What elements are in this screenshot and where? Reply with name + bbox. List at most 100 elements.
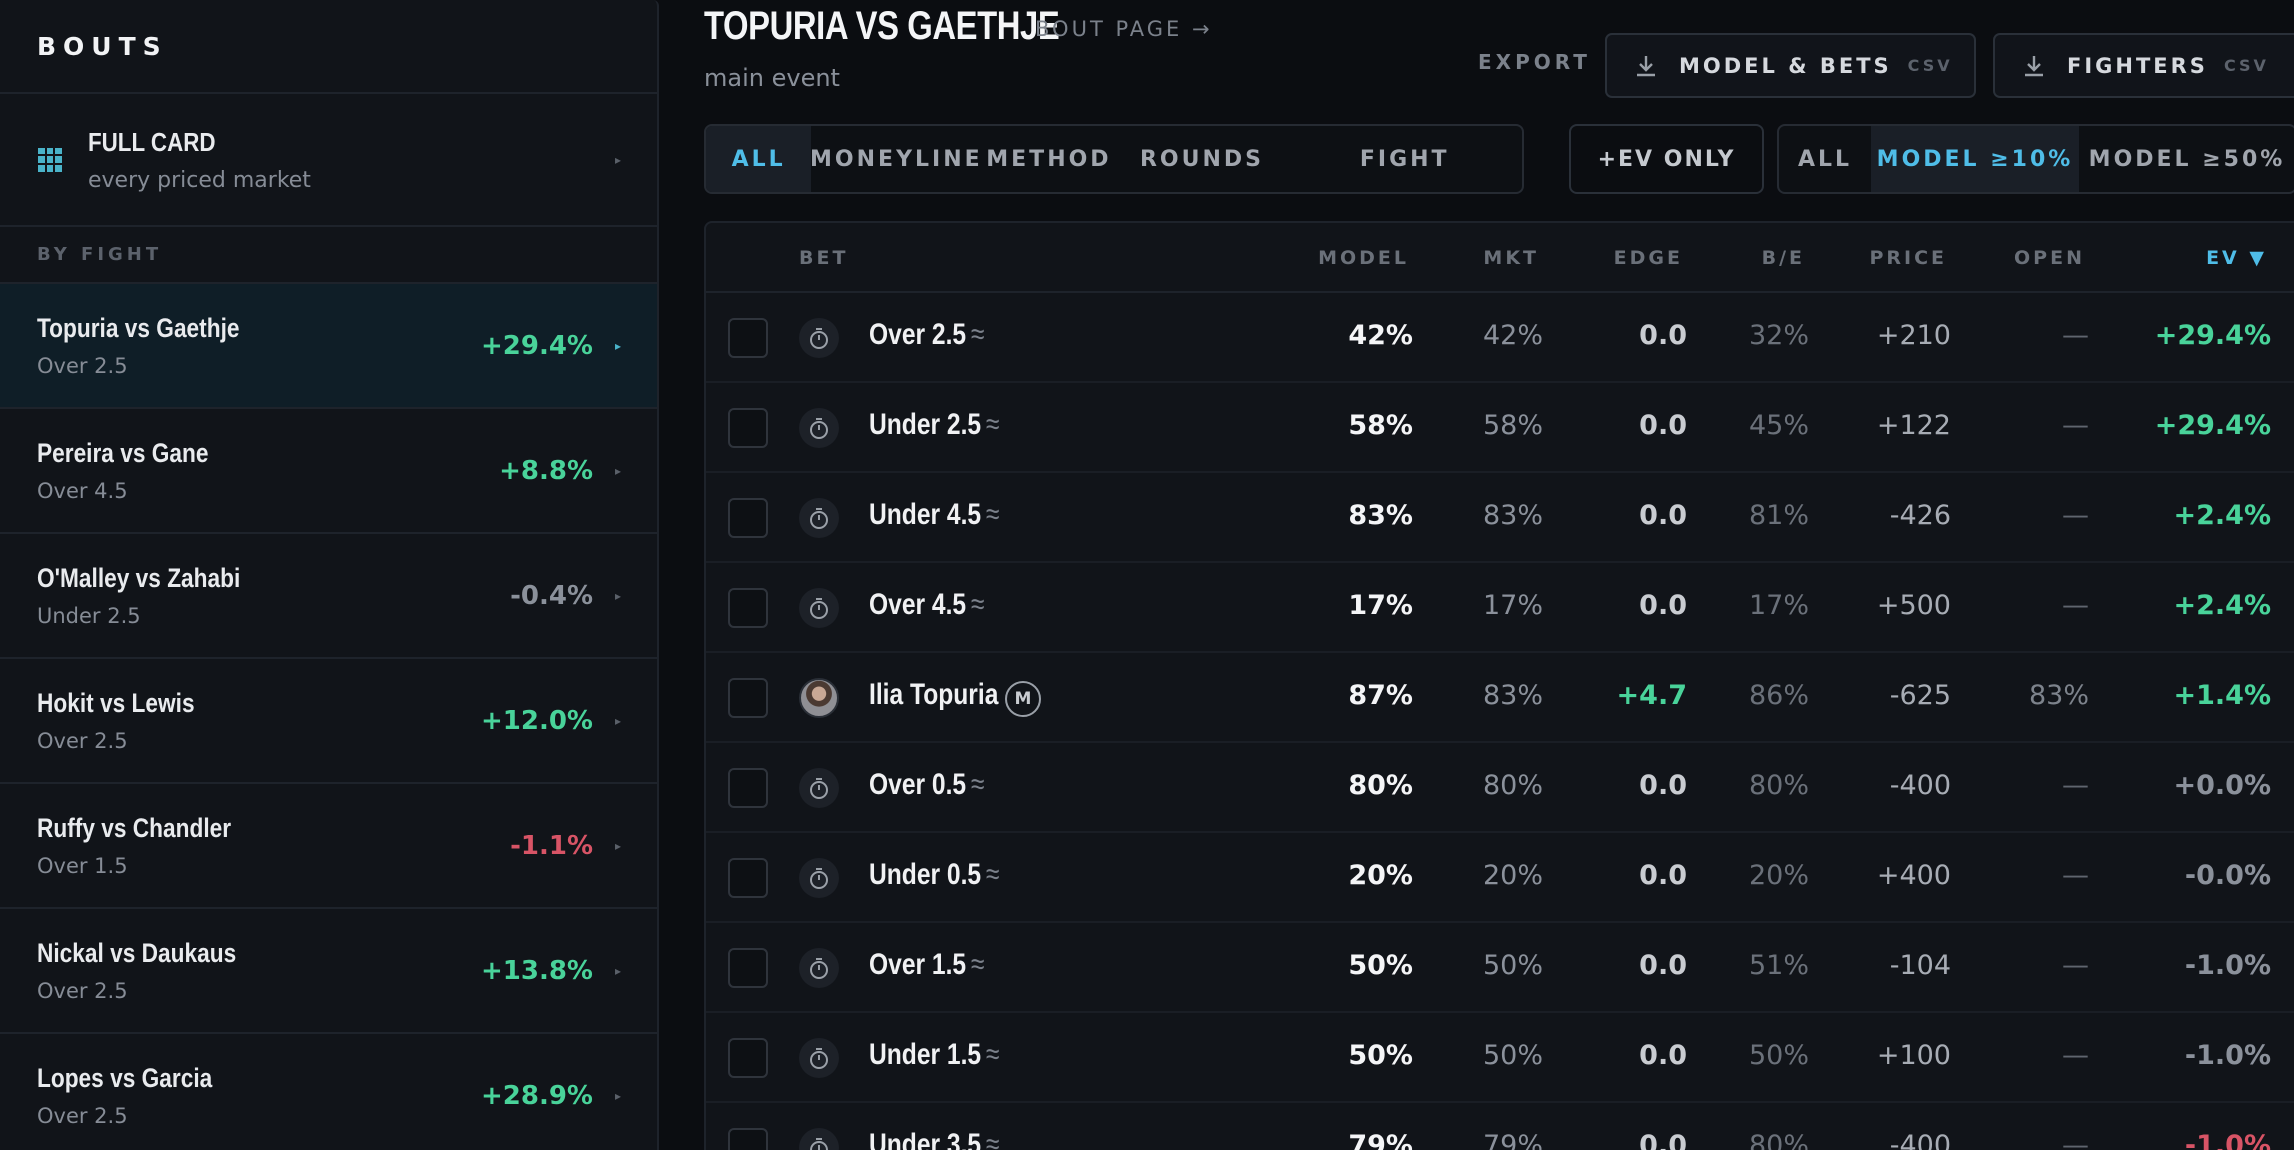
- cell-model: 17%: [1348, 590, 1413, 621]
- cell-be: 20%: [1748, 860, 1809, 891]
- timer-icon: [799, 588, 839, 628]
- cell-be: 51%: [1748, 950, 1809, 981]
- bet-label: Ilia Topuria: [869, 678, 999, 711]
- bet-label: Under 1.5 ≈: [869, 1038, 1000, 1071]
- sidebar-fight-item[interactable]: Hokit vs Lewis Over 2.5 +12.0% ▸: [0, 659, 657, 784]
- column-header[interactable]: EV ▼: [2206, 247, 2267, 269]
- table-row[interactable]: Over 0.5 ≈ 80% 80% 0.0 80% -400 — +0.0%: [706, 743, 2294, 833]
- row-checkbox[interactable]: [728, 768, 768, 808]
- fight-name: Topuria vs Gaethje: [37, 313, 240, 343]
- table-row[interactable]: Under 3.5 ≈ 79% 79% 0.0 80% -400 — -1.0%: [706, 1103, 2294, 1150]
- column-header: MKT: [1483, 247, 1539, 269]
- chevron-right-icon: ▸: [614, 713, 621, 728]
- cell-model: 50%: [1348, 1040, 1413, 1071]
- row-checkbox[interactable]: [728, 1038, 768, 1078]
- market-tab[interactable]: METHOD: [986, 146, 1112, 172]
- row-checkbox[interactable]: [728, 1128, 768, 1150]
- bet-label: Over 4.5 ≈: [869, 588, 985, 621]
- table-row[interactable]: Ilia Topuria M 87% 83% +4.7 86% -625 83% +1.4%: [706, 653, 2294, 743]
- bet-label: Over 1.5 ≈: [869, 948, 985, 981]
- cell-price: -104: [1889, 950, 1951, 981]
- market-tab[interactable]: MONEYLINE: [810, 146, 983, 172]
- cell-edge: 0.0: [1639, 320, 1687, 351]
- table-row[interactable]: Under 1.5 ≈ 50% 50% 0.0 50% +100 — -1.0%: [706, 1013, 2294, 1103]
- fight-list: Topuria vs Gaethje Over 2.5 +29.4% ▸ Pereira…: [0, 284, 657, 1150]
- cell-mkt: 80%: [1482, 770, 1543, 801]
- table-row[interactable]: Over 2.5 ≈ 42% 42% 0.0 32% +210 — +29.4%: [706, 293, 2294, 383]
- market-filter: ALL MONEYLINE METHOD ROUNDS FIGHT: [704, 124, 1524, 194]
- column-header: B/E: [1761, 247, 1805, 269]
- row-checkbox[interactable]: [728, 948, 768, 988]
- timer-icon: [799, 498, 839, 538]
- ev-only-toggle[interactable]: +EV ONLY: [1569, 124, 1764, 194]
- approx-icon: ≈: [971, 588, 985, 621]
- cell-edge: 0.0: [1639, 590, 1687, 621]
- row-checkbox[interactable]: [728, 498, 768, 538]
- export-model-bets-button[interactable]: MODEL & BETS CSV: [1605, 33, 1976, 98]
- export-label: EXPORT: [1478, 50, 1591, 74]
- table-row[interactable]: Over 1.5 ≈ 50% 50% 0.0 51% -104 — -1.0%: [706, 923, 2294, 1013]
- page-subtitle: main event: [704, 64, 840, 92]
- sidebar-fight-item[interactable]: Ruffy vs Chandler Over 1.5 -1.1% ▸: [0, 784, 657, 909]
- approx-icon: ≈: [986, 1038, 1000, 1071]
- table-row[interactable]: Under 2.5 ≈ 58% 58% 0.0 45% +122 — +29.4%: [706, 383, 2294, 473]
- export-fighters-button[interactable]: FIGHTERS CSV: [1993, 33, 2294, 98]
- row-checkbox[interactable]: [728, 318, 768, 358]
- approx-icon: ≈: [971, 318, 985, 351]
- table-row[interactable]: Under 4.5 ≈ 83% 83% 0.0 81% -426 — +2.4%: [706, 473, 2294, 563]
- sidebar-fight-item[interactable]: Lopes vs Garcia Over 2.5 +28.9% ▸: [0, 1034, 657, 1150]
- table-body: Over 2.5 ≈42% 42% 0.0 32% +210— +29.4% Under 2.…: [706, 293, 2294, 1150]
- cell-price: +100: [1876, 1040, 1951, 1071]
- market-tab[interactable]: FIGHT: [1359, 146, 1450, 172]
- threshold-tab[interactable]: MODEL ≥50%: [2088, 146, 2286, 172]
- cell-mkt: 42%: [1482, 320, 1543, 351]
- fight-line: Over 4.5: [37, 479, 128, 503]
- chevron-right-icon: ▸: [614, 338, 621, 353]
- cell-be: 32%: [1748, 320, 1809, 351]
- cell-price: -400: [1889, 1130, 1951, 1150]
- table-row[interactable]: Over 4.5 ≈ 17% 17% 0.0 17% +500 — +2.4%: [706, 563, 2294, 653]
- table-row[interactable]: Under 0.5 ≈ 20% 20% 0.0 20% +400 — -0.0%: [706, 833, 2294, 923]
- bout-page-link[interactable]: BOUT PAGE →: [1035, 17, 1213, 41]
- fight-ev: -1.1%: [510, 830, 593, 861]
- row-checkbox[interactable]: [728, 678, 768, 718]
- market-tab[interactable]: ALL: [706, 126, 812, 192]
- bet-label: Over 2.5 ≈: [869, 318, 985, 351]
- threshold-tab[interactable]: MODEL ≥10%: [1871, 126, 2079, 192]
- cell-open: 83%: [2028, 680, 2089, 711]
- threshold-tab[interactable]: ALL: [1797, 146, 1853, 172]
- sidebar-item-full-card[interactable]: FULL CARD every priced market ▸: [0, 94, 657, 227]
- csv-tag: CSV: [1907, 56, 1953, 75]
- cell-edge: 0.0: [1639, 1130, 1687, 1150]
- sidebar-fight-item[interactable]: O'Malley vs Zahabi Under 2.5 -0.4% ▸: [0, 534, 657, 659]
- fight-name: Lopes vs Garcia: [37, 1063, 213, 1093]
- approx-icon: ≈: [971, 768, 985, 801]
- market-tab[interactable]: ROUNDS: [1139, 146, 1264, 172]
- cell-ev: -0.0%: [2184, 860, 2271, 891]
- row-checkbox[interactable]: [728, 858, 768, 898]
- cell-be: 80%: [1748, 1130, 1809, 1150]
- cell-edge: 0.0: [1639, 410, 1687, 441]
- bet-label: Under 0.5 ≈: [869, 858, 1000, 891]
- cell-edge: 0.0: [1639, 950, 1687, 981]
- full-card-subtitle: every priced market: [88, 167, 311, 193]
- cell-model: 50%: [1348, 950, 1413, 981]
- cell-ev: +29.4%: [2154, 410, 2271, 441]
- chevron-right-icon: ▸: [614, 838, 621, 853]
- row-checkbox[interactable]: [728, 408, 768, 448]
- timer-icon: [799, 1128, 839, 1150]
- fight-ev: +12.0%: [481, 705, 593, 736]
- fight-ev: -0.4%: [510, 580, 593, 611]
- cell-model: 58%: [1348, 410, 1413, 441]
- row-checkbox[interactable]: [728, 588, 768, 628]
- cell-be: 45%: [1748, 410, 1809, 441]
- approx-icon: ≈: [986, 858, 1000, 891]
- sidebar-fight-item[interactable]: Topuria vs Gaethje Over 2.5 +29.4% ▸: [0, 284, 657, 409]
- sidebar-fight-item[interactable]: Pereira vs Gane Over 4.5 +8.8% ▸: [0, 409, 657, 534]
- cell-be: 80%: [1748, 770, 1809, 801]
- sidebar-fight-item[interactable]: Nickal vs Daukaus Over 2.5 +13.8% ▸: [0, 909, 657, 1034]
- approx-icon: ≈: [971, 948, 985, 981]
- csv-tag: CSV: [2223, 56, 2269, 75]
- bets-table: BET MODEL MKT EDGE B/E PRICE OPEN EV ▼ Over 2.5…: [704, 221, 2294, 1150]
- cell-mkt: 50%: [1482, 950, 1543, 981]
